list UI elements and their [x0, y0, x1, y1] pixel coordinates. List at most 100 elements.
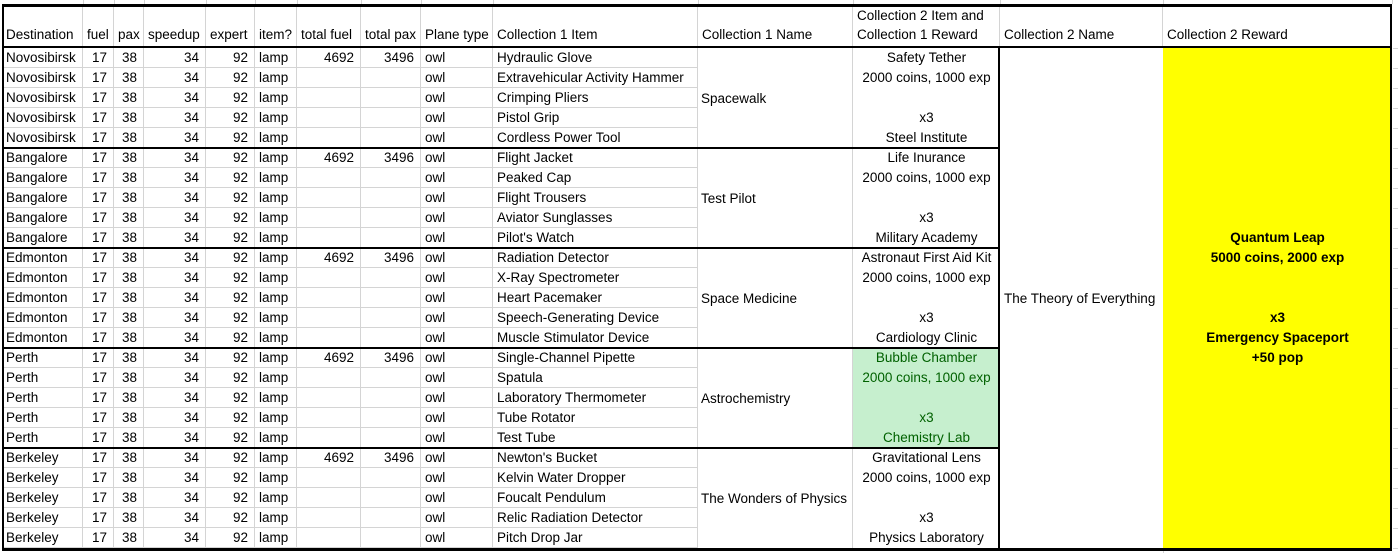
- cell-fuel[interactable]: 17: [83, 488, 114, 508]
- cell-total-pax[interactable]: [361, 508, 421, 528]
- cell-destination[interactable]: Berkeley: [2, 528, 83, 548]
- cell-total-pax[interactable]: [361, 328, 421, 348]
- header-c2item[interactable]: Collection 2 Item and Collection 1 Reward: [853, 7, 1000, 46]
- cell-c1item[interactable]: Foucalt Pendulum: [493, 488, 698, 508]
- cell-destination[interactable]: Perth: [2, 388, 83, 408]
- cell-speedup[interactable]: 34: [144, 228, 206, 248]
- cell-destination[interactable]: Edmonton: [2, 288, 83, 308]
- cell-c1item[interactable]: Newton's Bucket: [493, 448, 698, 468]
- cell-pax[interactable]: 38: [114, 388, 144, 408]
- cell-collection-2-item-reward[interactable]: Bubble Chamber 2000 coins, 1000 exp x3 Chem…: [853, 348, 1000, 448]
- cell-expert[interactable]: 92: [206, 68, 255, 88]
- cell-fuel[interactable]: 17: [83, 528, 114, 548]
- cell-total-fuel[interactable]: 4692: [297, 148, 361, 168]
- cell-total-pax[interactable]: [361, 308, 421, 328]
- cell-speedup[interactable]: 34: [144, 68, 206, 88]
- cell-total-fuel[interactable]: [297, 108, 361, 128]
- cell-total-fuel[interactable]: [297, 168, 361, 188]
- cell-expert[interactable]: 92: [206, 468, 255, 488]
- cell-pax[interactable]: 38: [114, 168, 144, 188]
- cell-plane[interactable]: owl: [421, 508, 493, 528]
- cell-expert[interactable]: 92: [206, 228, 255, 248]
- cell-speedup[interactable]: 34: [144, 108, 206, 128]
- cell-collection-1-name[interactable]: Space Medicine: [698, 248, 853, 348]
- cell-c1item[interactable]: Cordless Power Tool: [493, 128, 698, 148]
- cell-fuel[interactable]: 17: [83, 248, 114, 268]
- cell-total-fuel[interactable]: [297, 388, 361, 408]
- cell-expert[interactable]: 92: [206, 288, 255, 308]
- cell-total-pax[interactable]: [361, 368, 421, 388]
- cell-total-fuel[interactable]: [297, 468, 361, 488]
- cell-speedup[interactable]: 34: [144, 308, 206, 328]
- cell-collection-1-name[interactable]: Astrochemistry: [698, 348, 853, 448]
- cell-fuel[interactable]: 17: [83, 268, 114, 288]
- cell-plane[interactable]: owl: [421, 128, 493, 148]
- cell-expert[interactable]: 92: [206, 188, 255, 208]
- cell-plane[interactable]: owl: [421, 468, 493, 488]
- cell-total-pax[interactable]: 3496: [361, 248, 421, 268]
- cell-fuel[interactable]: 17: [83, 508, 114, 528]
- cell-pax[interactable]: 38: [114, 328, 144, 348]
- cell-total-fuel[interactable]: [297, 268, 361, 288]
- header-c2reward[interactable]: Collection 2 Reward: [1163, 7, 1392, 46]
- cell-speedup[interactable]: 34: [144, 268, 206, 288]
- cell-item[interactable]: lamp: [255, 308, 297, 328]
- cell-plane[interactable]: owl: [421, 208, 493, 228]
- cell-expert[interactable]: 92: [206, 388, 255, 408]
- cell-fuel[interactable]: 17: [83, 388, 114, 408]
- cell-item[interactable]: lamp: [255, 168, 297, 188]
- cell-destination[interactable]: Bangalore: [2, 208, 83, 228]
- cell-destination[interactable]: Berkeley: [2, 488, 83, 508]
- cell-fuel[interactable]: 17: [83, 148, 114, 168]
- cell-plane[interactable]: owl: [421, 308, 493, 328]
- cell-item[interactable]: lamp: [255, 68, 297, 88]
- cell-pax[interactable]: 38: [114, 48, 144, 68]
- cell-total-pax[interactable]: [361, 88, 421, 108]
- collection-2-name-cell[interactable]: The Theory of Everything: [1000, 48, 1163, 548]
- cell-total-fuel[interactable]: [297, 368, 361, 388]
- cell-c1item[interactable]: Aviator Sunglasses: [493, 208, 698, 228]
- cell-item[interactable]: lamp: [255, 108, 297, 128]
- cell-c1item[interactable]: Radiation Detector: [493, 248, 698, 268]
- cell-c1item[interactable]: X-Ray Spectrometer: [493, 268, 698, 288]
- cell-plane[interactable]: owl: [421, 348, 493, 368]
- cell-destination[interactable]: Bangalore: [2, 228, 83, 248]
- cell-c1item[interactable]: Flight Trousers: [493, 188, 698, 208]
- cell-expert[interactable]: 92: [206, 48, 255, 68]
- cell-pax[interactable]: 38: [114, 68, 144, 88]
- cell-total-fuel[interactable]: [297, 88, 361, 108]
- cell-destination[interactable]: Bangalore: [2, 168, 83, 188]
- header-c1name[interactable]: Collection 1 Name: [698, 7, 853, 46]
- cell-total-pax[interactable]: [361, 128, 421, 148]
- cell-total-fuel[interactable]: [297, 408, 361, 428]
- cell-plane[interactable]: owl: [421, 268, 493, 288]
- cell-collection-2-item-reward[interactable]: Gravitational Lens 2000 coins, 1000 exp x3…: [853, 448, 1000, 548]
- cell-c1item[interactable]: Hydraulic Glove: [493, 48, 698, 68]
- cell-fuel[interactable]: 17: [83, 308, 114, 328]
- header-pax[interactable]: pax: [114, 7, 144, 46]
- cell-fuel[interactable]: 17: [83, 408, 114, 428]
- cell-total-pax[interactable]: [361, 428, 421, 448]
- cell-item[interactable]: lamp: [255, 348, 297, 368]
- cell-item[interactable]: lamp: [255, 488, 297, 508]
- cell-total-pax[interactable]: 3496: [361, 48, 421, 68]
- cell-plane[interactable]: owl: [421, 88, 493, 108]
- cell-pax[interactable]: 38: [114, 528, 144, 548]
- cell-total-fuel[interactable]: [297, 228, 361, 248]
- cell-collection-2-item-reward[interactable]: Astronaut First Aid Kit 2000 coins, 1000 …: [853, 248, 1000, 348]
- cell-speedup[interactable]: 34: [144, 288, 206, 308]
- cell-c1item[interactable]: Single-Channel Pipette: [493, 348, 698, 368]
- cell-destination[interactable]: Bangalore: [2, 188, 83, 208]
- cell-item[interactable]: lamp: [255, 188, 297, 208]
- collection-2-reward-cell[interactable]: Quantum Leap 5000 coins, 2000 exp x3 Emerge…: [1163, 48, 1392, 548]
- cell-pax[interactable]: 38: [114, 108, 144, 128]
- cell-speedup[interactable]: 34: [144, 48, 206, 68]
- cell-c1item[interactable]: Spatula: [493, 368, 698, 388]
- cell-expert[interactable]: 92: [206, 108, 255, 128]
- cell-speedup[interactable]: 34: [144, 488, 206, 508]
- cell-total-pax[interactable]: 3496: [361, 348, 421, 368]
- cell-plane[interactable]: owl: [421, 328, 493, 348]
- cell-expert[interactable]: 92: [206, 268, 255, 288]
- cell-item[interactable]: lamp: [255, 408, 297, 428]
- cell-c1item[interactable]: Pilot's Watch: [493, 228, 698, 248]
